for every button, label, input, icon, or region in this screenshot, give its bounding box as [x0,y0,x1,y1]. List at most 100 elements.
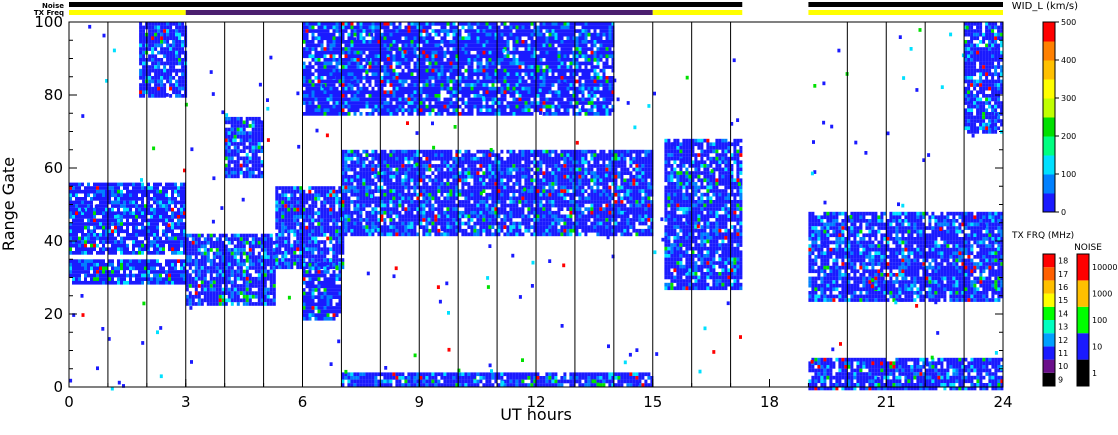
heatmap-cell [407,225,411,229]
heatmap-cell [650,149,654,154]
heatmap-cell [524,221,528,226]
heatmap-cell [135,182,138,187]
heatmap-cell [644,210,648,215]
heatmap-cell [215,276,219,281]
heatmap-cell [150,204,153,208]
heatmap-cell [159,197,162,201]
heatmap-cell [536,200,540,204]
heatmap-cell [317,243,321,248]
heatmap-cell [569,182,573,186]
heatmap-cell [527,185,531,190]
heatmap-cell [518,164,522,168]
heatmap-cell [227,269,231,274]
heatmap-cell [123,280,126,285]
heatmap-cell [153,200,156,205]
heatmap-cell [670,164,674,168]
heatmap-cell [611,174,615,179]
heatmap-cell [245,120,249,125]
heatmap-cell [165,262,168,267]
heatmap-cell [641,149,645,154]
heatmap-cell [554,203,558,208]
heatmap-cell [476,174,480,179]
heatmap-cell [422,149,426,154]
heatmap-cell [200,284,204,288]
heatmap-cell [287,186,291,190]
heatmap-cell [90,259,93,263]
heatmap-cell [488,207,492,211]
heatmap-cell [356,210,360,215]
heatmap-cell [449,210,453,215]
heatmap-cell [117,218,120,223]
heatmap-cell [347,189,351,193]
heatmap-cell [521,189,525,193]
heatmap-cell [290,218,294,223]
heatmap-cell [581,376,585,380]
heatmap-cell [464,189,468,193]
heatmap-cell [278,243,282,248]
heatmap-cell [99,211,102,216]
heatmap-cell [638,171,642,175]
heatmap-cell [515,376,519,380]
heatmap-cell [365,221,369,226]
heatmap-cell [123,240,126,244]
heatmap-cell [419,372,423,377]
heatmap-cell [602,174,606,179]
heatmap-cell [320,313,324,317]
heatmap-cell [482,182,486,186]
heatmap-cell [542,383,546,387]
heatmap-cell [667,246,671,251]
heatmap-cell [536,164,540,168]
heatmap-cell [326,309,330,314]
heatmap-cell [389,232,393,237]
heatmap-cell [371,149,375,154]
heatmap-cell [281,254,285,259]
heatmap-cell [275,265,279,270]
heatmap-cell [239,127,243,132]
heatmap-cell [165,200,168,205]
heatmap-cell [78,182,81,187]
heatmap-cell [458,379,462,384]
heatmap-cell [251,152,255,157]
heatmap-cell [596,379,600,384]
heatmap-cell [617,196,621,201]
heatmap-cell [185,237,189,241]
heatmap-cell [623,185,627,190]
heatmap-cell [78,266,81,271]
heatmap-cell [353,174,357,179]
heatmap-cell [156,243,159,248]
heatmap-cell [159,240,162,244]
heatmap-cell [620,153,624,157]
heatmap-cell [338,225,342,230]
heatmap-cell [317,309,321,314]
heatmap-cell [239,291,243,295]
heatmap-cell [635,185,639,190]
heatmap-cell [503,207,507,211]
heatmap-cell [413,156,417,161]
heatmap-cell [449,214,453,219]
heatmap-cell [461,156,465,161]
heatmap-cell [233,120,237,125]
heatmap-cell [563,167,567,172]
heatmap-cell [422,376,426,380]
heatmap-cell [482,160,486,165]
heatmap-cell [153,280,156,285]
heatmap-cell [332,280,336,285]
heatmap-cell [641,189,645,193]
heatmap-cell [467,218,471,222]
heatmap-cell [413,228,417,233]
heatmap-cell [338,277,342,281]
heatmap-cell [449,203,453,208]
heatmap-cell [347,185,351,190]
heatmap-cell [329,233,333,237]
heatmap-cell [632,178,636,183]
heatmap-cell [135,266,138,271]
heatmap-cell [350,178,354,183]
heatmap-cell [449,174,453,179]
heatmap-cell [584,149,588,154]
heatmap-cell [548,372,552,377]
heatmap-cell [218,284,222,288]
heatmap-cell [206,233,210,238]
heatmap-cell [203,262,207,267]
heatmap-cell [141,277,144,281]
heatmap-cell [485,160,489,165]
